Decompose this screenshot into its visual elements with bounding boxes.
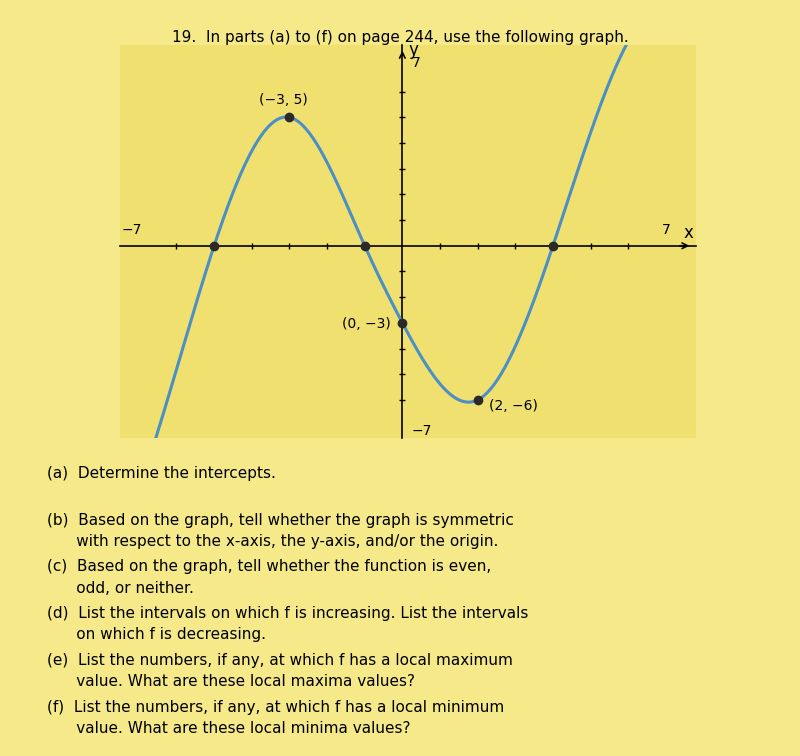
Text: (c)  Based on the graph, tell whether the function is even,: (c) Based on the graph, tell whether the… xyxy=(47,559,491,575)
Text: (e)  List the numbers, if any, at which f has a local maximum: (e) List the numbers, if any, at which f… xyxy=(47,653,513,668)
Text: −7: −7 xyxy=(412,424,432,438)
Text: (f)  List the numbers, if any, at which f has a local minimum: (f) List the numbers, if any, at which f… xyxy=(47,700,504,715)
Text: y: y xyxy=(408,42,418,60)
Text: odd, or neither.: odd, or neither. xyxy=(47,581,194,596)
Text: 7: 7 xyxy=(412,57,421,70)
Text: 7: 7 xyxy=(662,223,670,237)
Text: (a)  Determine the intercepts.: (a) Determine the intercepts. xyxy=(47,466,276,481)
Text: with respect to the x-axis, the y-axis, and/or the origin.: with respect to the x-axis, the y-axis, … xyxy=(47,534,498,549)
Text: x: x xyxy=(683,224,694,242)
Text: −7: −7 xyxy=(121,223,142,237)
Text: (b)  Based on the graph, tell whether the graph is symmetric: (b) Based on the graph, tell whether the… xyxy=(47,513,514,528)
Text: 19.  In parts (a) to (f) on page 244, use the following graph.: 19. In parts (a) to (f) on page 244, use… xyxy=(172,30,628,45)
Text: (0, −3): (0, −3) xyxy=(342,317,391,330)
Text: (d)  List the intervals on which f is increasing. List the intervals: (d) List the intervals on which f is inc… xyxy=(47,606,529,621)
Text: value. What are these local minima values?: value. What are these local minima value… xyxy=(47,721,410,736)
Text: value. What are these local maxima values?: value. What are these local maxima value… xyxy=(47,674,415,689)
Text: on which f is decreasing.: on which f is decreasing. xyxy=(47,627,266,643)
Text: (−3, 5): (−3, 5) xyxy=(259,93,308,107)
Text: (2, −6): (2, −6) xyxy=(489,398,538,413)
